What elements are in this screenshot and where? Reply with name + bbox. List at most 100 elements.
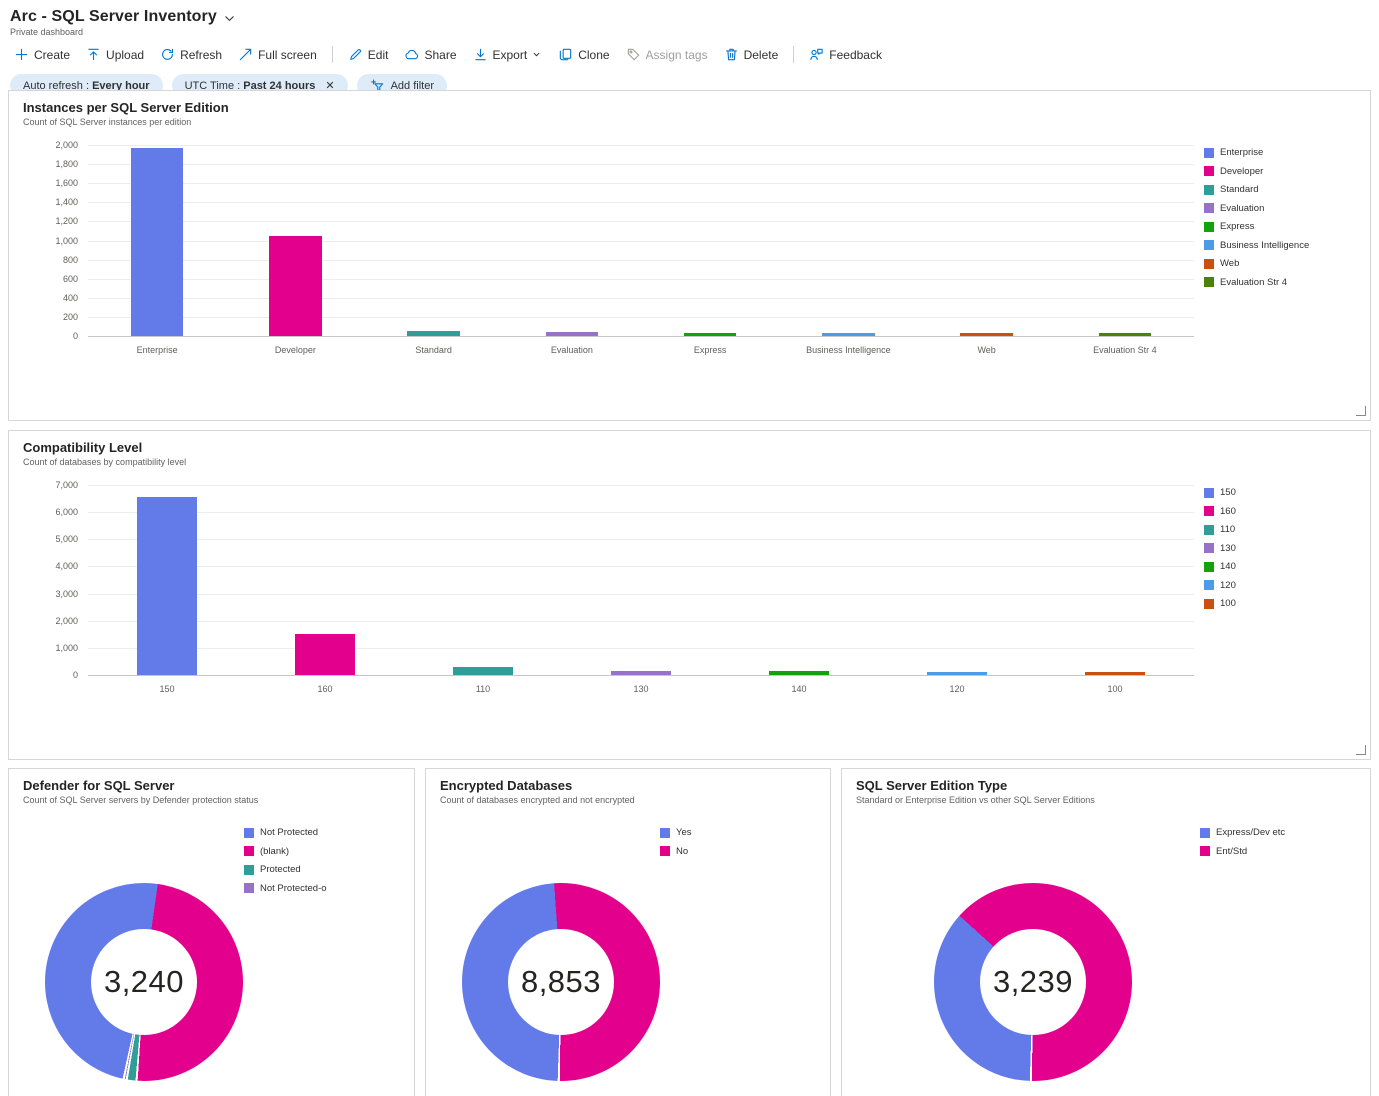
legend-swatch xyxy=(1204,561,1214,572)
x-tick-label: Web xyxy=(977,345,996,355)
toolbar-assign-tags-button[interactable]: Assign tags xyxy=(618,44,716,65)
legend-item-express-dev-etc[interactable]: Express/Dev etc xyxy=(1200,827,1328,838)
legend-item-130[interactable]: 130 xyxy=(1204,543,1356,554)
legend-swatch xyxy=(660,827,670,838)
bar-120[interactable] xyxy=(926,672,988,675)
legend-item-business-intelligence[interactable]: Business Intelligence xyxy=(1204,240,1356,251)
legend-item-evaluation-str-4[interactable]: Evaluation Str 4 xyxy=(1204,277,1356,288)
toolbar-button-label: Delete xyxy=(743,47,779,62)
bar-business-intelligence[interactable] xyxy=(822,333,875,336)
toolbar-feedback-button[interactable]: Feedback xyxy=(801,44,890,65)
legend-label: 100 xyxy=(1220,598,1236,609)
legend-item-protected[interactable]: Protected xyxy=(244,864,372,875)
x-tick-label: Express xyxy=(693,345,727,355)
toolbar-button-label: Create xyxy=(34,47,71,62)
legend-label: Not Protected-o xyxy=(260,882,327,894)
y-axis: 2,000 1,800 1,600 1,400 1,200 1,000 800 600 400 2… xyxy=(23,140,78,341)
y-tick-label: 0 xyxy=(72,670,78,680)
legend-label: Ent/Std xyxy=(1216,845,1248,857)
bar-enterprise[interactable] xyxy=(130,148,184,336)
legend-item-140[interactable]: 140 xyxy=(1204,561,1356,572)
legend-item-160[interactable]: 160 xyxy=(1204,506,1356,517)
legend-item-enterprise[interactable]: Enterprise xyxy=(1204,147,1356,158)
close-icon[interactable]: ✕ xyxy=(325,80,335,92)
legend-item-developer[interactable]: Developer xyxy=(1204,166,1356,177)
bar-web[interactable] xyxy=(960,333,1013,336)
legend-swatch xyxy=(1204,166,1214,176)
legend-item-no[interactable]: No xyxy=(660,846,788,857)
legend-item-yes[interactable]: Yes xyxy=(660,827,788,838)
panel-subtitle: Count of SQL Server servers by Defender … xyxy=(23,795,259,805)
bar-evaluation[interactable] xyxy=(545,332,599,336)
legend-item-100[interactable]: 100 xyxy=(1204,598,1356,609)
gridline xyxy=(88,240,1194,242)
toolbar-button-label: Share xyxy=(424,47,457,62)
panel-subtitle: Count of databases by compatibility leve… xyxy=(23,457,187,467)
legend-item-120[interactable]: 120 xyxy=(1204,580,1356,591)
clone-icon xyxy=(558,47,573,62)
legend-item-standard[interactable]: Standard xyxy=(1204,184,1356,195)
y-tick-label: 800 xyxy=(62,254,78,265)
panel-compatibility-level: Compatibility Level Count of databases b… xyxy=(8,430,1371,760)
bar-evaluation-str-4[interactable] xyxy=(1098,333,1152,336)
bar-130[interactable] xyxy=(610,670,672,675)
legend-swatch xyxy=(1200,846,1210,856)
toolbar-clone-button[interactable]: Clone xyxy=(550,44,617,65)
legend-swatch xyxy=(1204,524,1214,535)
legend-item-110[interactable]: 110 xyxy=(1204,524,1356,535)
legend-item-evaluation[interactable]: Evaluation xyxy=(1204,203,1356,214)
legend-item-express[interactable]: Express xyxy=(1204,221,1356,232)
toolbar-share-button[interactable]: Share xyxy=(396,44,464,65)
x-tick-label: 140 xyxy=(791,684,807,694)
bar-developer[interactable] xyxy=(269,235,322,336)
bar-160[interactable] xyxy=(294,634,356,675)
bar-100[interactable] xyxy=(1084,672,1146,675)
legend-label: 130 xyxy=(1220,542,1236,554)
toolbar-button-label: Assign tags xyxy=(645,47,708,62)
donut-chart-encrypted[interactable]: 8,853 xyxy=(462,883,660,1081)
x-tick-label: 100 xyxy=(1107,684,1123,694)
bar-express[interactable] xyxy=(683,333,737,336)
donut-chart-defender[interactable]: 3,240 xyxy=(45,883,243,1081)
y-tick-label: 7,000 xyxy=(55,480,78,490)
bar-chart-editions: 2,000 1,800 1,600 1,400 1,200 1,000 800 600 400 2… xyxy=(23,140,1194,358)
legend-swatch xyxy=(1204,221,1214,232)
x-tick-label: Business Intelligence xyxy=(806,345,891,355)
y-tick-label: 400 xyxy=(62,292,78,303)
donut-chart-edition-type[interactable]: 3,239 xyxy=(934,883,1132,1081)
donut-center: 3,240 xyxy=(91,929,197,1035)
legend-item-blank[interactable]: (blank) xyxy=(244,846,372,857)
toolbar-export-button[interactable]: Export xyxy=(465,44,551,65)
legend-item-150[interactable]: 150 xyxy=(1204,487,1356,498)
pill-label: UTC Time : Past 24 hours xyxy=(184,79,316,92)
y-tick-label: 1,800 xyxy=(55,159,78,170)
resize-handle-icon[interactable] xyxy=(1356,406,1366,416)
gridline xyxy=(88,259,1194,261)
chevron-down-icon[interactable] xyxy=(223,12,236,25)
gridline xyxy=(88,278,1194,280)
legend-item-web[interactable]: Web xyxy=(1204,258,1356,269)
gridline xyxy=(88,145,1194,146)
toolbar-refresh-button[interactable]: Refresh xyxy=(152,44,230,65)
gridline xyxy=(88,183,1194,185)
legend-item-not-protected[interactable]: Not Protected xyxy=(244,827,372,838)
toolbar-fullscreen-button[interactable]: Full screen xyxy=(230,44,325,65)
bar-110[interactable] xyxy=(452,667,514,675)
bar-standard[interactable] xyxy=(407,330,460,336)
chart-legend: Yes No xyxy=(660,825,788,864)
y-tick-label: 1,600 xyxy=(55,178,78,189)
legend-swatch xyxy=(244,883,254,893)
bar-140[interactable] xyxy=(768,671,830,675)
legend-item-ent-std[interactable]: Ent/Std xyxy=(1200,846,1328,857)
toolbar-edit-button[interactable]: Edit xyxy=(340,44,397,65)
bar-150[interactable] xyxy=(136,497,198,675)
legend-item-not-protected-o[interactable]: Not Protected-o xyxy=(244,883,372,894)
toolbar-upload-button[interactable]: Upload xyxy=(78,44,152,65)
legend-label: Express/Dev etc xyxy=(1216,827,1286,838)
toolbar-delete-button[interactable]: Delete xyxy=(716,44,787,65)
add-icon xyxy=(14,47,29,62)
gridline xyxy=(88,202,1194,204)
toolbar-create-button[interactable]: Create xyxy=(6,44,78,65)
legend-label: 140 xyxy=(1220,561,1236,572)
resize-handle-icon[interactable] xyxy=(1356,745,1366,755)
